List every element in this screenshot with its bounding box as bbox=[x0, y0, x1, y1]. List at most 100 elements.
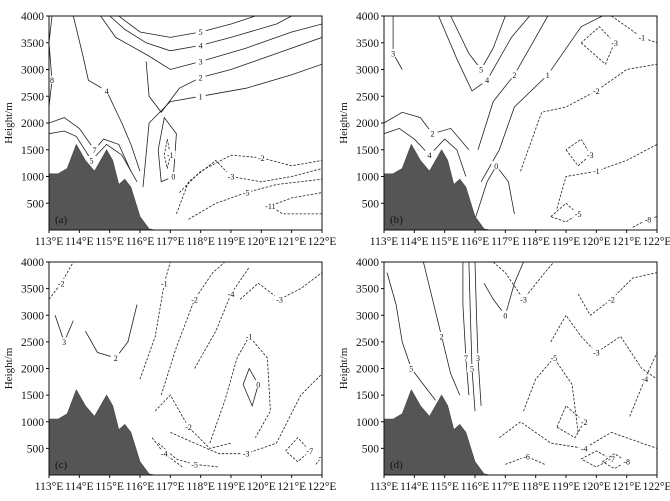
contour-label-bg bbox=[573, 209, 584, 218]
contour-line bbox=[109, 16, 292, 52]
x-tick-label: 121°E bbox=[277, 481, 306, 493]
x-tick-label: 116°E bbox=[461, 236, 489, 248]
terrain-shading bbox=[384, 143, 491, 230]
contour-label-bg bbox=[195, 91, 206, 100]
contour-line bbox=[154, 394, 232, 449]
contour-label: 4 bbox=[428, 151, 432, 160]
contour-label-bg bbox=[579, 417, 590, 426]
y-tick-label: 500 bbox=[362, 443, 380, 455]
y-tick-label: 2000 bbox=[356, 364, 379, 376]
y-tick-label: 1000 bbox=[21, 172, 44, 184]
contour-line bbox=[492, 262, 555, 300]
contour-label-bg bbox=[317, 451, 322, 460]
contour-label-bg bbox=[101, 86, 112, 95]
y-tick-label: 2500 bbox=[356, 337, 379, 349]
y-tick-label: 2500 bbox=[21, 337, 44, 349]
y-tick-label: 4000 bbox=[356, 257, 379, 269]
contour-label: -6 bbox=[523, 452, 530, 461]
contour-label: 2 bbox=[114, 354, 118, 363]
contour-line bbox=[384, 111, 470, 151]
contour-label-bg bbox=[226, 172, 236, 180]
contour-label-bg bbox=[195, 73, 206, 82]
contour-label-bg bbox=[165, 150, 176, 159]
y-tick-label: 2000 bbox=[21, 118, 44, 130]
contour-label-bg bbox=[86, 155, 97, 164]
contour-line bbox=[474, 165, 515, 220]
contour-label-bg bbox=[388, 48, 399, 57]
contour-line bbox=[139, 262, 171, 380]
panel-label: (d) bbox=[390, 459, 403, 471]
x-tick-label: 114°E bbox=[65, 481, 93, 493]
terrain-shading bbox=[384, 389, 491, 475]
contour-label: 3 bbox=[199, 57, 203, 66]
contour-label: -3 bbox=[243, 450, 250, 459]
contour-label-bg bbox=[159, 449, 170, 458]
y-axis-title: Height/m bbox=[3, 347, 15, 389]
x-tick-label: 113°E bbox=[370, 236, 398, 248]
contour-label-bg bbox=[482, 75, 493, 84]
contour-label-bg bbox=[473, 353, 484, 362]
contour-label-bg bbox=[591, 348, 602, 357]
panel-c: -2 3 2 -1 -2 -4 -3 0 -1 -2 -3 -7 -5 -4 -6 500 1000 1500 20… bbox=[3, 257, 336, 493]
y-tick-label: 1000 bbox=[356, 417, 379, 429]
contour-label-bg bbox=[274, 294, 285, 303]
x-tick-label: 113°E bbox=[35, 236, 63, 248]
contour-label: -4 bbox=[228, 290, 235, 299]
contour-line bbox=[194, 267, 250, 369]
x-tick-label: 119°E bbox=[552, 236, 580, 248]
contour-label-bg bbox=[195, 56, 206, 65]
contour-label-bg bbox=[241, 449, 252, 458]
contour-label: 5 bbox=[470, 365, 474, 374]
contour-label: -1 bbox=[246, 333, 253, 342]
contour-line bbox=[580, 26, 615, 65]
x-tick-label: 118°E bbox=[521, 236, 549, 248]
x-tick-label: 121°E bbox=[612, 236, 641, 248]
y-tick-label: 2500 bbox=[356, 91, 379, 103]
x-tick-label: 113°E bbox=[370, 481, 398, 493]
x-tick-label: 114°E bbox=[400, 481, 428, 493]
contour-label: -5 bbox=[551, 354, 558, 363]
contour-label: 0 bbox=[171, 173, 175, 182]
x-tick-label: 116°E bbox=[126, 236, 154, 248]
x-tick-label: 115°E bbox=[95, 236, 123, 248]
contour-label-bg bbox=[518, 294, 529, 303]
panel-label: (c) bbox=[55, 459, 68, 471]
panel-label: (a) bbox=[55, 214, 68, 226]
contour-label-bg bbox=[509, 70, 520, 79]
y-tick-label: 1500 bbox=[21, 145, 44, 157]
contour-label-bg bbox=[591, 86, 602, 95]
contour-label: -1 bbox=[167, 151, 174, 160]
contour-line bbox=[160, 262, 226, 396]
y-tick-label: 3000 bbox=[21, 65, 44, 77]
contour-label-bg bbox=[168, 172, 179, 180]
y-tick-label: 2000 bbox=[21, 364, 44, 376]
contour-label: -8 bbox=[623, 458, 630, 467]
contour-line bbox=[629, 352, 657, 417]
contour-label: 8 bbox=[50, 76, 54, 85]
terrain-shading bbox=[49, 143, 156, 230]
contour-label: -4 bbox=[581, 444, 588, 453]
x-tick-label: 119°E bbox=[217, 236, 245, 248]
contour-label: 4 bbox=[105, 87, 109, 96]
contour-label: 3 bbox=[391, 49, 395, 58]
contour-label: -3 bbox=[593, 349, 600, 358]
contour-label: 0 bbox=[503, 311, 507, 320]
contour-line bbox=[505, 455, 545, 465]
contour-line bbox=[462, 262, 470, 396]
x-tick-label: 122°E bbox=[308, 236, 337, 248]
contour-label: -3 bbox=[587, 151, 594, 160]
contour-label-bg bbox=[189, 459, 200, 468]
contour-label-bg bbox=[427, 129, 438, 138]
contour-label-bg bbox=[56, 278, 67, 287]
x-tick-label: 119°E bbox=[552, 481, 580, 493]
contour-line bbox=[49, 16, 53, 108]
contour-line bbox=[85, 304, 138, 359]
y-tick-label: 4000 bbox=[356, 11, 379, 23]
y-axis-title: Height/m bbox=[3, 102, 15, 144]
contour-label-bg bbox=[591, 166, 602, 175]
contour-line bbox=[450, 16, 506, 71]
